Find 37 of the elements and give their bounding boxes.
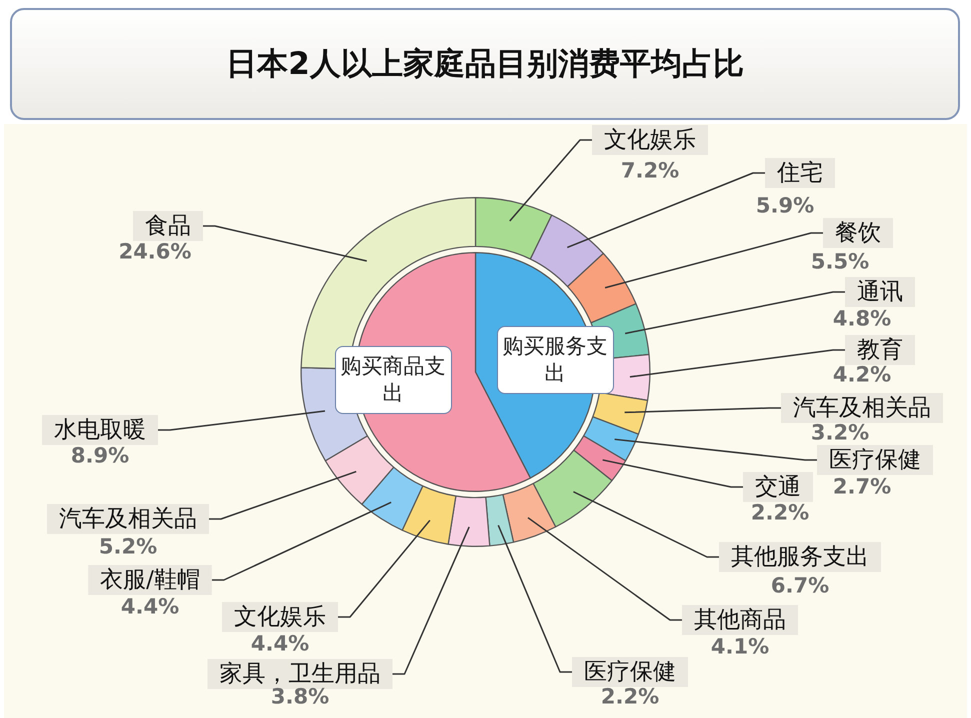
data-label: 5.5% — [810, 249, 870, 274]
data-label: 4.1% — [710, 634, 770, 658]
slice-label: 衣服/鞋帽 — [100, 566, 200, 593]
slice-label: 其他服务支出 — [731, 544, 869, 570]
data-label: 3.8% — [270, 684, 330, 708]
slice-label: 医疗保健 — [829, 446, 921, 473]
data-label: 3.2% — [810, 420, 870, 444]
data-label: 7.2% — [620, 158, 680, 182]
data-label: 2.2% — [600, 684, 660, 708]
data-label: 4.2% — [832, 362, 892, 386]
data-label: 24.6% — [118, 239, 192, 264]
data-label: 2.7% — [832, 474, 892, 498]
slice-label: 其他商品 — [694, 606, 786, 633]
slice-label: 餐饮 — [835, 220, 881, 246]
slice-label: 医疗保健 — [584, 658, 676, 685]
slice-label: 水电取暖 — [54, 416, 146, 443]
slice-label: 住宅 — [776, 160, 823, 186]
slice-label: 文化娱乐 — [604, 126, 696, 153]
slice-label: 交通 — [755, 474, 801, 500]
data-label: 6.7% — [770, 573, 830, 598]
slice-label: 家具，卫生用品 — [220, 660, 380, 687]
data-label: 2.2% — [750, 500, 810, 524]
slice-label: 通讯 — [857, 278, 903, 305]
chart-title: 日本2人以上家庭品目别消费平均占比 — [10, 8, 960, 120]
slice-label: 文化娱乐 — [234, 604, 326, 630]
slice-label: 汽车及相关品 — [793, 394, 931, 421]
slice-label: 教育 — [857, 336, 903, 363]
data-label: 8.9% — [70, 443, 130, 468]
slice-label: 购买服务支出 — [496, 326, 614, 394]
data-label: 5.2% — [98, 534, 158, 558]
slice-label: 汽车及相关品 — [59, 506, 197, 532]
data-label: 5.9% — [756, 193, 814, 218]
data-label: 4.8% — [832, 306, 892, 330]
slice-label: 购买商品支出 — [334, 346, 452, 414]
slice-label: 食品 — [145, 212, 191, 239]
data-label: 4.4% — [120, 594, 180, 618]
data-label: 4.4% — [250, 631, 310, 656]
